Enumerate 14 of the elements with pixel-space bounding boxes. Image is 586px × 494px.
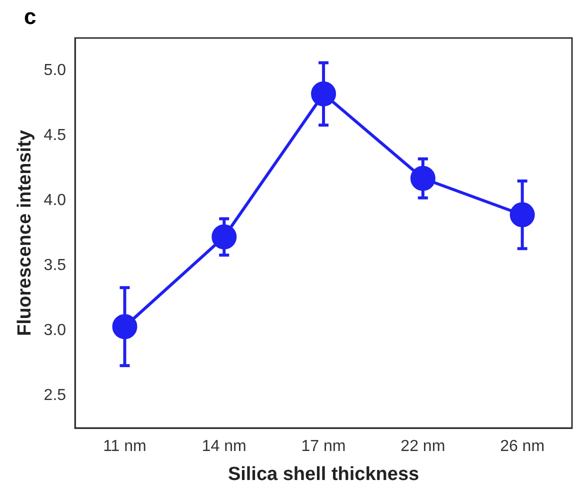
y-axis-title: Fluorescence intensity [14, 130, 36, 336]
x-tick-label: 26 nm [500, 438, 545, 456]
text: c [24, 4, 36, 30]
x-tick-label: 17 nm [301, 438, 346, 456]
x-tick-label: 22 nm [400, 438, 446, 456]
y-tick-label: 5.0 [44, 62, 66, 79]
y-tick-label: 3.5 [44, 256, 66, 274]
x-tick-label: 14 nm [202, 438, 246, 456]
x-axis-title: Silica shell thickness [228, 464, 420, 485]
y-tick-label: 2.5 [44, 386, 66, 404]
y-tick-label: 4.0 [44, 192, 66, 209]
y-tick-label: 3.0 [44, 322, 66, 339]
x-tick-label: 11 nm [103, 438, 146, 456]
y-tick-label: 4.5 [44, 126, 66, 144]
